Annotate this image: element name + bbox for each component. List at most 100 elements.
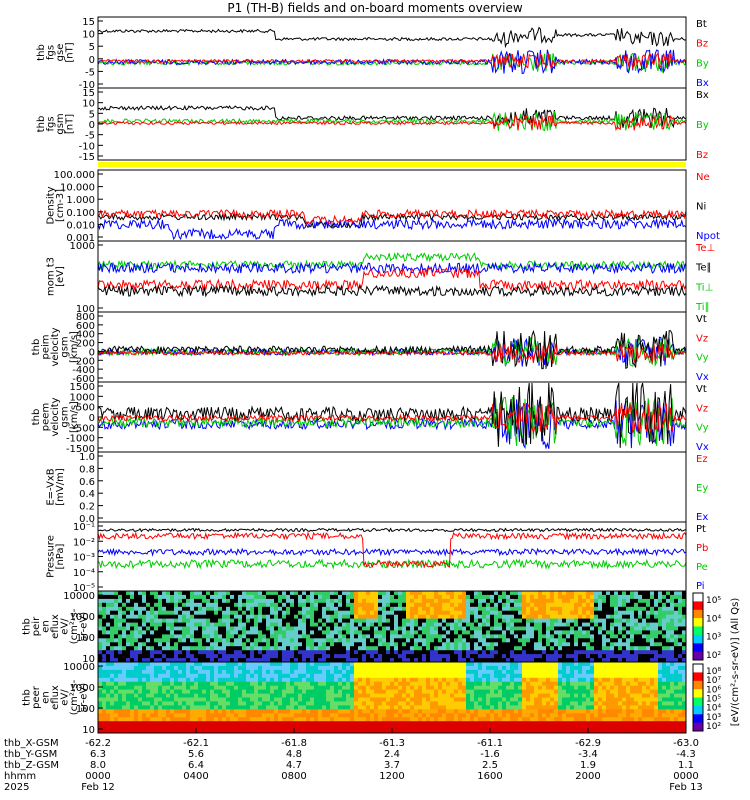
spectrogram-cell xyxy=(618,598,623,604)
spectrogram-cell xyxy=(350,685,355,691)
spectrogram-cell xyxy=(486,626,491,631)
spectrogram-cell xyxy=(466,638,471,643)
spectrogram-cell xyxy=(322,665,327,671)
spectrogram-cell xyxy=(378,662,383,667)
spectrogram-cell xyxy=(470,709,475,714)
spectrogram-cell xyxy=(218,630,223,635)
spectrogram-cell xyxy=(570,669,575,675)
spectrogram-cell xyxy=(530,626,535,631)
spectrogram-cell xyxy=(446,701,451,706)
spectrogram-cell xyxy=(366,642,371,647)
spectrogram-cell xyxy=(302,709,307,714)
spectrogram-cell xyxy=(114,630,119,635)
spectrogram-cell xyxy=(170,622,175,627)
spectrogram-cell xyxy=(578,591,583,596)
spectrogram-cell xyxy=(498,658,503,663)
spectrogram-cell xyxy=(322,598,327,604)
spectrogram-cell xyxy=(270,650,275,655)
spectrogram-cell xyxy=(642,614,647,620)
spectrogram-cell xyxy=(430,677,435,683)
spectrogram-cell xyxy=(630,594,635,600)
spectrogram-cell xyxy=(518,673,523,679)
spectrogram-cell xyxy=(230,598,235,604)
spectrogram-cell xyxy=(338,709,343,714)
spectrogram-cell xyxy=(138,709,143,714)
spectrogram-cell xyxy=(410,630,415,635)
spectrogram-cell xyxy=(434,630,439,635)
spectrogram-cell xyxy=(358,709,363,714)
spectrogram-cell xyxy=(462,618,467,623)
spectrogram-cell xyxy=(318,594,323,600)
spectrogram-cell xyxy=(558,630,563,635)
spectrogram-cell xyxy=(434,626,439,631)
spectrogram-cell xyxy=(486,642,491,647)
spectrogram-cell xyxy=(334,591,339,596)
spectrogram-cell xyxy=(494,709,499,714)
spectrogram-cell xyxy=(178,634,183,639)
spectrogram-cell xyxy=(658,606,663,612)
spectrogram-cell xyxy=(458,638,463,643)
spectrogram-cell xyxy=(490,591,495,596)
spectrogram-cell xyxy=(670,630,675,635)
spectrogram-cell xyxy=(186,709,191,714)
spectrogram-cell xyxy=(262,610,267,616)
spectrogram-cell xyxy=(498,669,503,675)
spectrogram-cell xyxy=(430,646,435,651)
spectrogram-cell xyxy=(366,705,371,710)
spectrogram-cell xyxy=(598,654,603,659)
spectrogram-cell xyxy=(186,634,191,639)
spectrogram-cell xyxy=(130,713,135,718)
spectrogram-cell xyxy=(106,658,111,663)
spectrogram-cell xyxy=(250,610,255,616)
spectrogram-cell xyxy=(354,725,359,730)
spectrogram-cell xyxy=(354,677,359,683)
spectrogram-cell xyxy=(202,594,207,600)
spectrogram-cell xyxy=(582,634,587,639)
y-tick-label: 0.010 xyxy=(66,220,95,231)
spectrogram-cell xyxy=(682,618,687,623)
spectrogram-cell xyxy=(150,713,155,718)
spectrogram-cell xyxy=(286,701,291,706)
spectrogram-cell xyxy=(350,693,355,698)
spectrogram-cell xyxy=(454,610,459,616)
spectrogram-cell xyxy=(214,634,219,639)
spectrogram-cell xyxy=(402,658,407,663)
spectrogram-cell xyxy=(282,598,287,604)
spectrogram-cell xyxy=(498,606,503,612)
spectrogram-cell xyxy=(382,630,387,635)
spectrogram-cell xyxy=(474,602,479,608)
y-tick-label: -10 xyxy=(79,80,95,91)
spectrogram-cell xyxy=(234,669,239,675)
spectrogram-cell xyxy=(478,693,483,698)
spectrogram-cell xyxy=(490,614,495,620)
spectrogram-cell xyxy=(266,685,271,691)
spectrogram-cell xyxy=(466,642,471,647)
spectrogram-cell xyxy=(318,673,323,679)
spectrogram-cell xyxy=(522,594,527,600)
spectrogram-cell xyxy=(370,665,375,671)
spectrogram-cell xyxy=(498,638,503,643)
spectrogram-cell xyxy=(366,713,371,718)
spectrogram-cell xyxy=(274,697,279,702)
spectrogram-cell xyxy=(250,602,255,608)
spectrogram-cell xyxy=(270,665,275,671)
spectrogram-cell xyxy=(502,681,507,687)
spectrogram-cell xyxy=(546,681,551,687)
spectrogram-cell xyxy=(442,721,447,726)
spectrogram-cell xyxy=(550,610,555,616)
spectrogram-cell xyxy=(362,729,367,734)
spectrogram-cell xyxy=(458,622,463,627)
spectrogram-cell xyxy=(422,630,427,635)
spectrogram-cell xyxy=(242,705,247,710)
spectrogram-cell xyxy=(322,717,327,722)
spectrogram-cell xyxy=(466,618,471,623)
spectrogram-cell xyxy=(374,697,379,702)
spectrogram-cell xyxy=(462,602,467,608)
spectrogram-cell xyxy=(158,638,163,643)
spectrogram-cell xyxy=(638,642,643,647)
spectrogram-cell xyxy=(614,618,619,623)
spectrogram-cell xyxy=(534,673,539,679)
spectrogram-cell xyxy=(170,717,175,722)
spectrogram-cell xyxy=(170,705,175,710)
y-tick-label: -600 xyxy=(72,374,95,385)
